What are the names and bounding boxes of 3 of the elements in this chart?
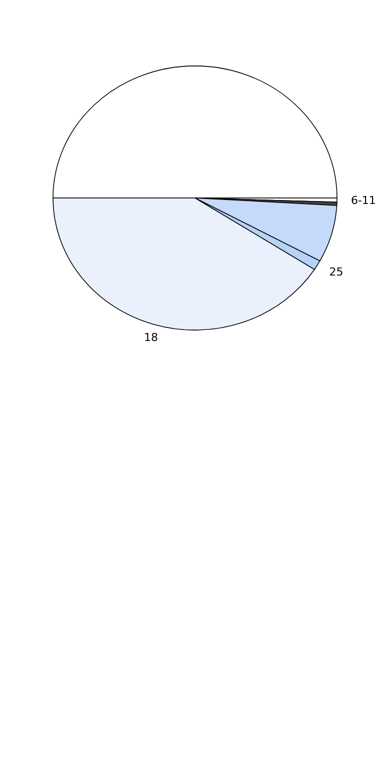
slice-label: 18 [144,331,158,344]
slice-label: 6-11 [350,194,376,208]
slice-label: 25 [329,266,344,279]
